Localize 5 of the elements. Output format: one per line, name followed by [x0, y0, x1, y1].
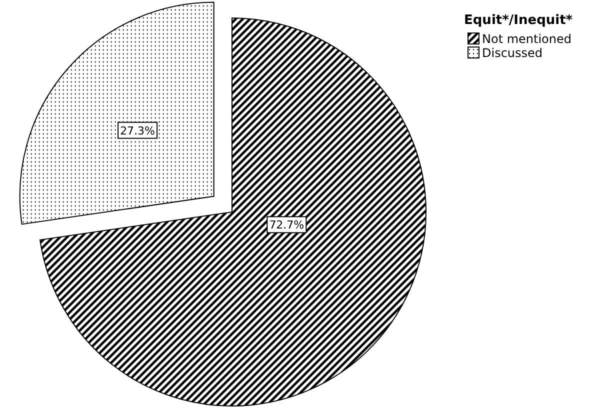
legend-label: Not mentioned	[482, 32, 572, 46]
data-label: 72.7%	[269, 218, 304, 232]
legend-label: Discussed	[482, 46, 543, 60]
legend-title: Equit*/Inequit*	[464, 13, 573, 28]
data-label: 27.3%	[120, 124, 156, 138]
